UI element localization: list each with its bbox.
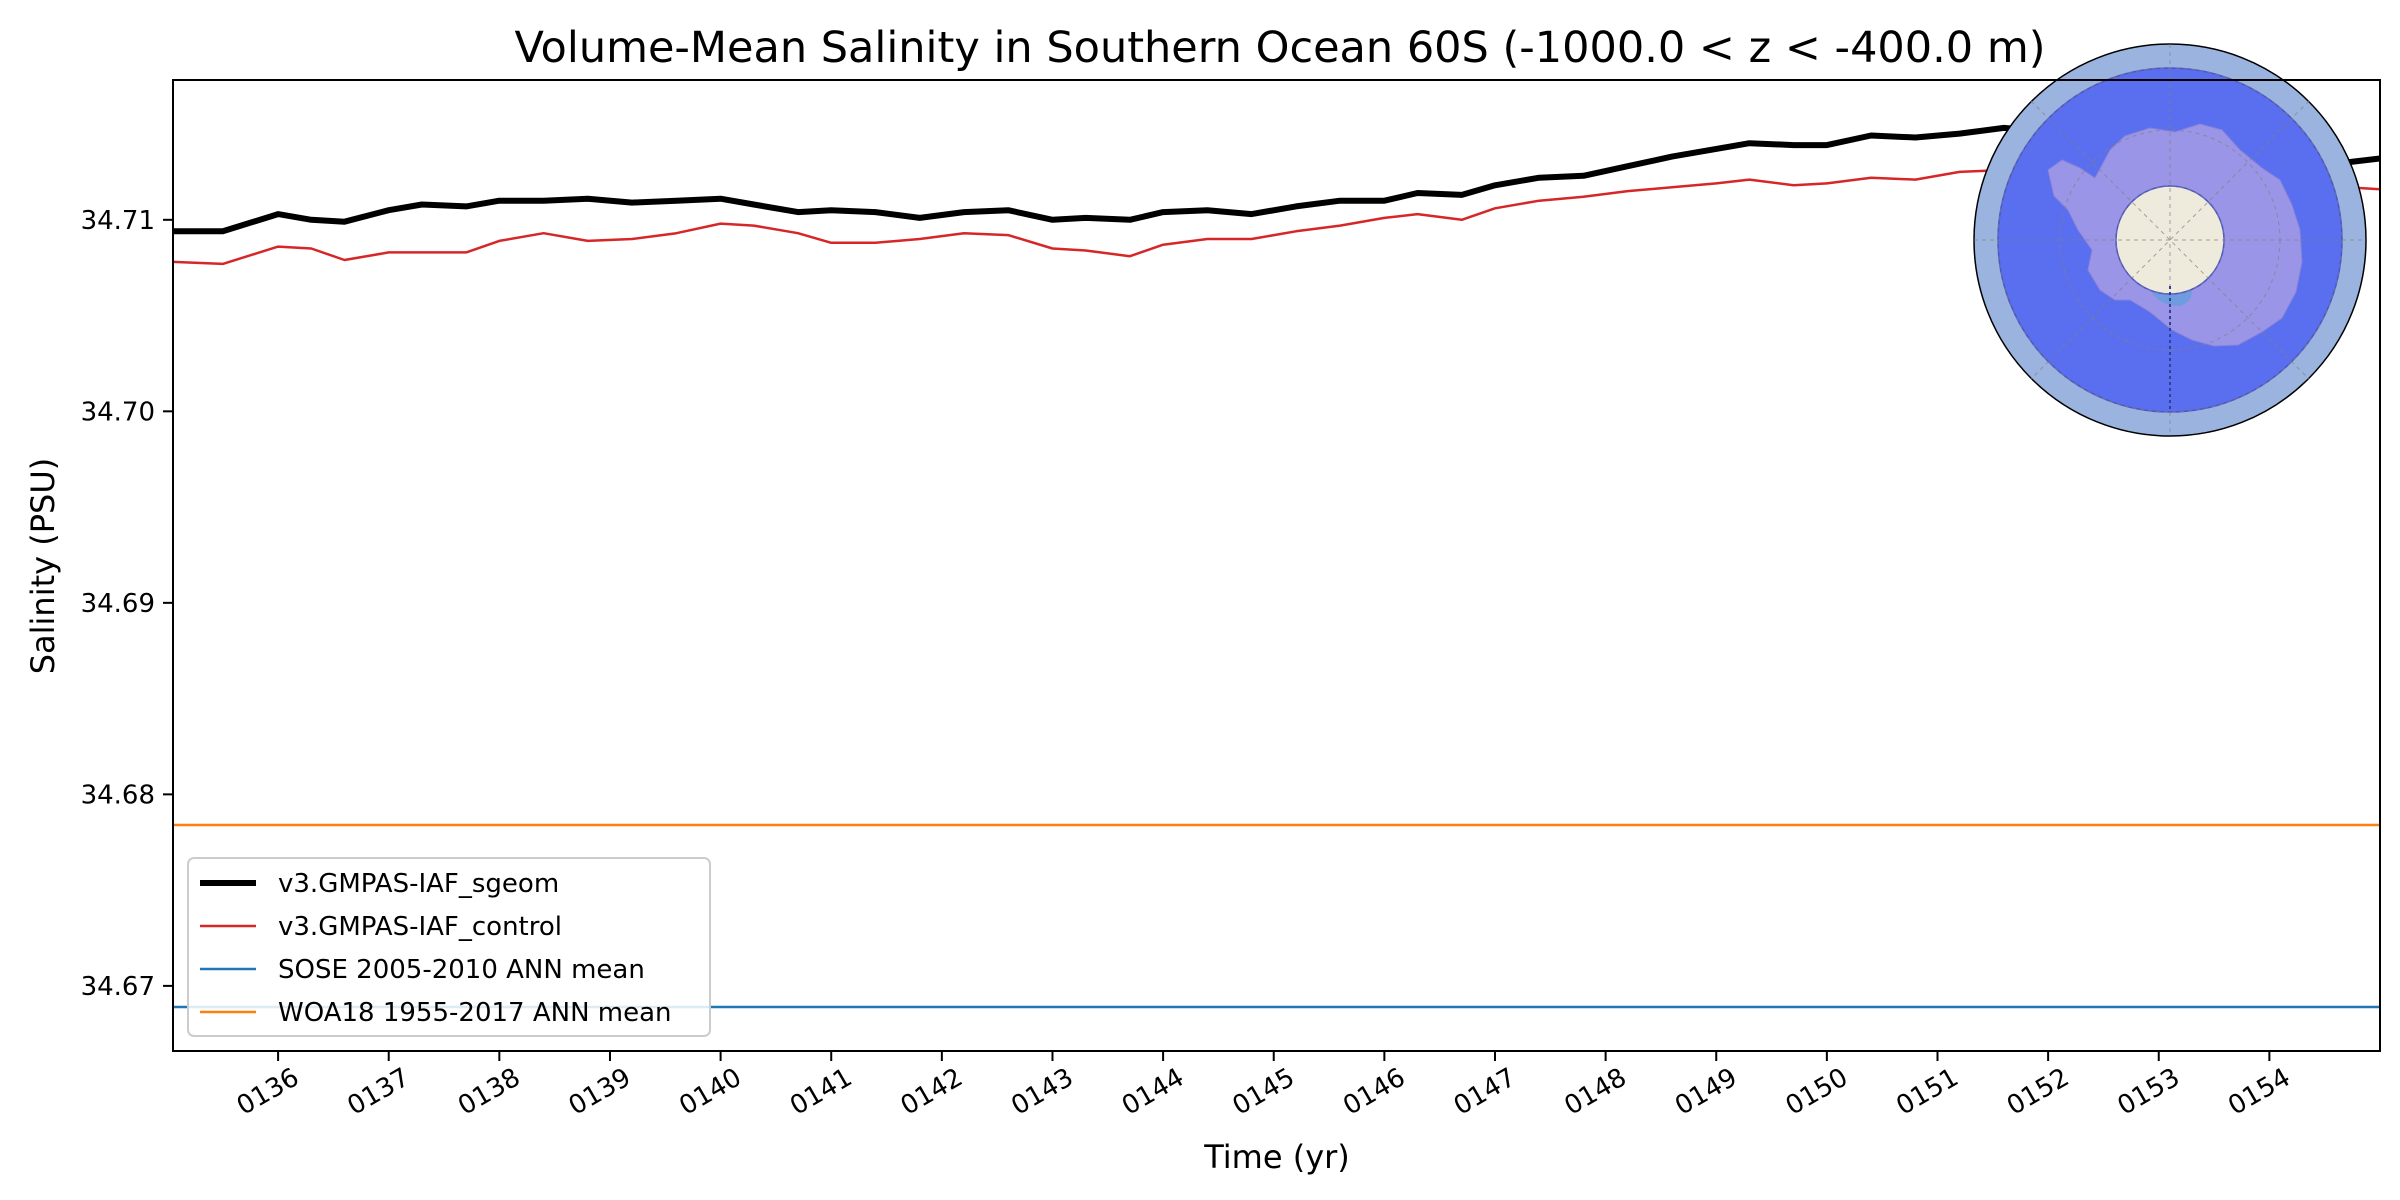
plot-frame: [172, 79, 2381, 1052]
y-axis-title: Salinity (PSU): [24, 458, 62, 675]
y-tick-label: 34.68: [81, 780, 155, 810]
x-tick-label: 0142: [896, 1063, 968, 1122]
y-tick-label: 34.71: [81, 206, 155, 236]
x-tick-label: 0141: [785, 1063, 857, 1122]
x-tick-label: 0146: [1338, 1063, 1410, 1122]
x-tick-label: 0137: [343, 1063, 415, 1122]
x-tick-label: 0144: [1117, 1063, 1189, 1122]
map-graticule: [1974, 44, 2366, 436]
chart-title: Volume-Mean Salinity in Southern Ocean 6…: [514, 23, 2045, 73]
x-tick-label: 0148: [1559, 1063, 1631, 1122]
x-tick-label: 0140: [674, 1063, 746, 1122]
x-tick-label: 0154: [2223, 1063, 2295, 1122]
x-axis: 0136 0137 0138 0139 0140 0141 0142 0143 0144 0145…: [232, 1051, 2296, 1122]
x-tick-label: 0152: [2002, 1063, 2074, 1122]
x-tick-label: 0153: [2113, 1063, 2185, 1122]
x-tick-label: 0149: [1670, 1063, 1742, 1122]
x-tick-label: 0145: [1228, 1063, 1300, 1122]
legend-box: [187, 857, 711, 1037]
x-tick-label: 0147: [1449, 1063, 1521, 1122]
legend-label: WOA18 1955-2017 ANN mean: [278, 998, 672, 1028]
y-tick-label: 34.69: [81, 589, 155, 619]
legend-label: v3.GMPAS-IAF_sgeom: [278, 869, 559, 899]
x-tick-label: 0151: [1891, 1063, 1963, 1122]
antarctica-inset-map: [1973, 43, 2367, 437]
y-axis: 34.67 34.68 34.69 34.70 34.71: [81, 206, 173, 1002]
x-tick-label: 0143: [1006, 1063, 1078, 1122]
y-tick-label: 34.70: [81, 397, 155, 427]
x-axis-title: Time (yr): [1203, 1138, 1350, 1176]
x-tick-label: 0136: [232, 1063, 304, 1122]
x-tick-label: 0150: [1781, 1063, 1853, 1122]
y-tick-label: 34.67: [81, 972, 155, 1002]
x-tick-label: 0139: [564, 1063, 636, 1122]
legend-label: SOSE 2005-2010 ANN mean: [278, 955, 645, 985]
x-tick-label: 0138: [453, 1063, 525, 1122]
legend: v3.GMPAS-IAF_sgeom v3.GMPAS-IAF_control SO…: [187, 857, 711, 1037]
legend-label: v3.GMPAS-IAF_control: [278, 912, 562, 942]
